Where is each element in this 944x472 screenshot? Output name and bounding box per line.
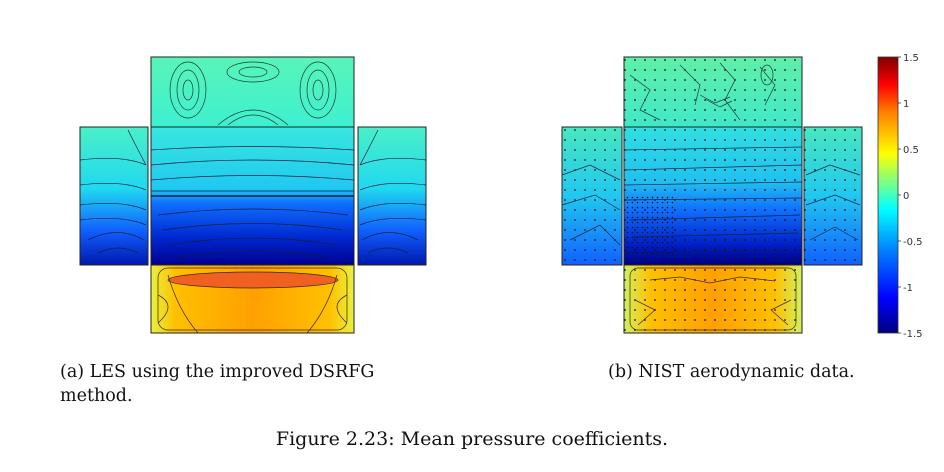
colorbar: 1.5 1 0.5 0 -0.5 -1 -1.5 bbox=[877, 53, 923, 340]
colorbar-tick: -1 bbox=[903, 283, 913, 294]
subfigure-caption-a: (a) LES using the improved DSRFG method. bbox=[60, 362, 375, 406]
colorbar-tick: 1.5 bbox=[903, 53, 919, 64]
subfigure-caption-b: (b) NIST aerodynamic data. bbox=[608, 362, 855, 382]
colorbar-tick: -1.5 bbox=[903, 329, 923, 340]
colorbar-tick: 0.5 bbox=[903, 145, 919, 156]
colorbar-tick: 1 bbox=[903, 99, 909, 110]
colorbar-tick: -0.5 bbox=[903, 237, 923, 248]
colorbar-tick: 0 bbox=[903, 191, 909, 202]
figure-caption: Figure 2.23: Mean pressure coefficients. bbox=[275, 428, 669, 450]
les-contour-map bbox=[79, 56, 427, 334]
nist-contour-map bbox=[561, 56, 863, 334]
